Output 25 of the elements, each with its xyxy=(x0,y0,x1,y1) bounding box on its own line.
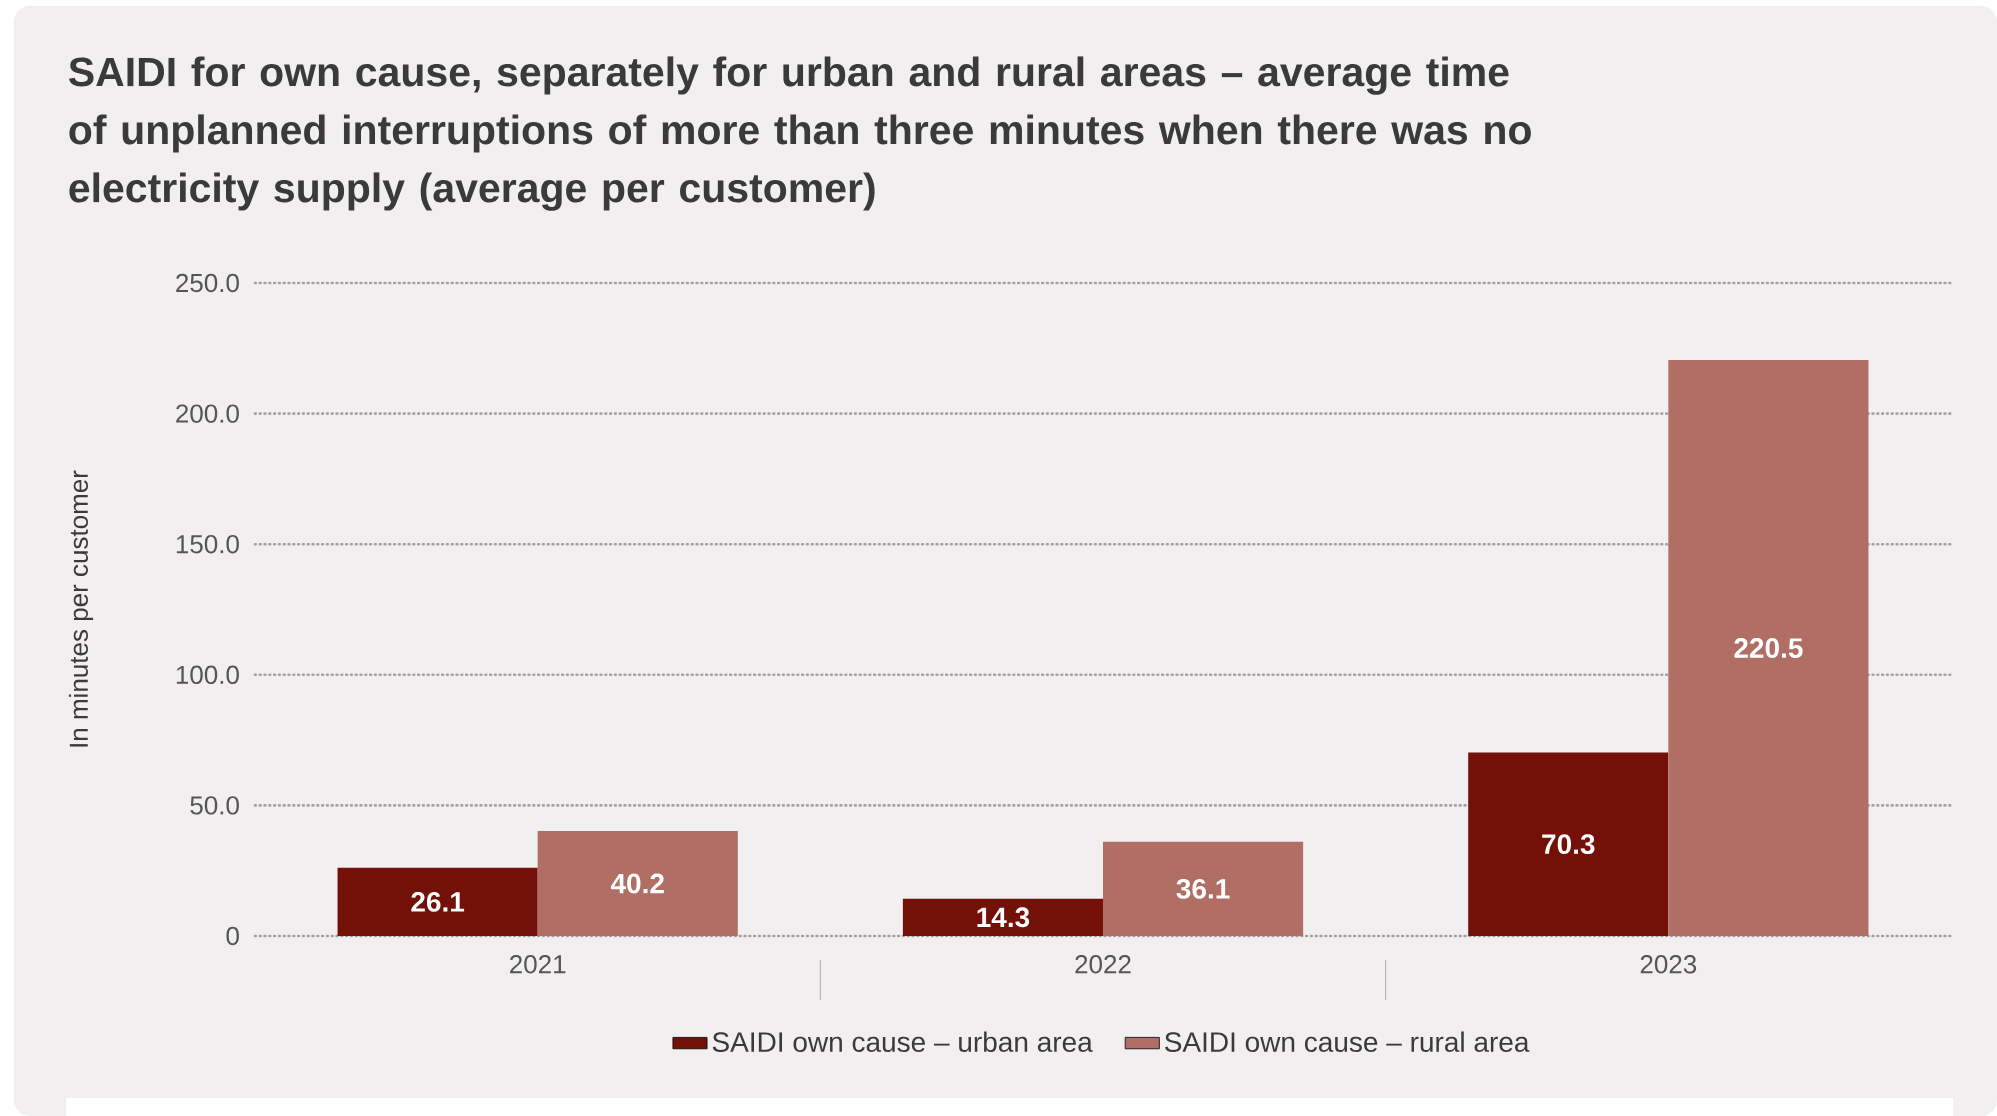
x-tick-label: 2022 xyxy=(1075,955,1131,974)
bar xyxy=(337,867,538,936)
y-tick-label: 50.0 xyxy=(190,796,239,815)
bar xyxy=(1668,360,1869,936)
data-label: 26.1 xyxy=(411,891,465,912)
y-tick-label: 0 xyxy=(226,926,239,946)
x-tick-label: 2023 xyxy=(1640,955,1697,974)
data-label: 220.5 xyxy=(1734,638,1803,658)
y-axis-title: In minutes per customer xyxy=(68,470,94,747)
data-label: 36.1 xyxy=(1176,878,1230,899)
bar xyxy=(1468,752,1669,936)
legend-label: SAIDI own cause – rural area xyxy=(1165,1031,1530,1053)
x-tick-label: 2021 xyxy=(510,955,566,974)
data-label: 14.3 xyxy=(977,907,1030,928)
bar xyxy=(537,831,738,936)
legend-label: SAIDI own cause – urban area xyxy=(712,1031,1093,1053)
y-tick-label: 250.0 xyxy=(176,273,239,293)
y-tick-label: 150.0 xyxy=(176,534,239,554)
data-label: 70.3 xyxy=(1542,834,1595,855)
bar xyxy=(902,898,1103,936)
data-label: 40.2 xyxy=(610,873,664,894)
y-tick-label: 200.0 xyxy=(176,404,239,423)
bar xyxy=(1103,841,1304,936)
chart-title: SAIDI for own cause, separately for urban and rural areas – average time of unplanned interruptions of more than three minutes when there was no electricity supply (average per customer) xyxy=(69,56,1531,211)
y-tick-label: 100.0 xyxy=(176,665,239,685)
